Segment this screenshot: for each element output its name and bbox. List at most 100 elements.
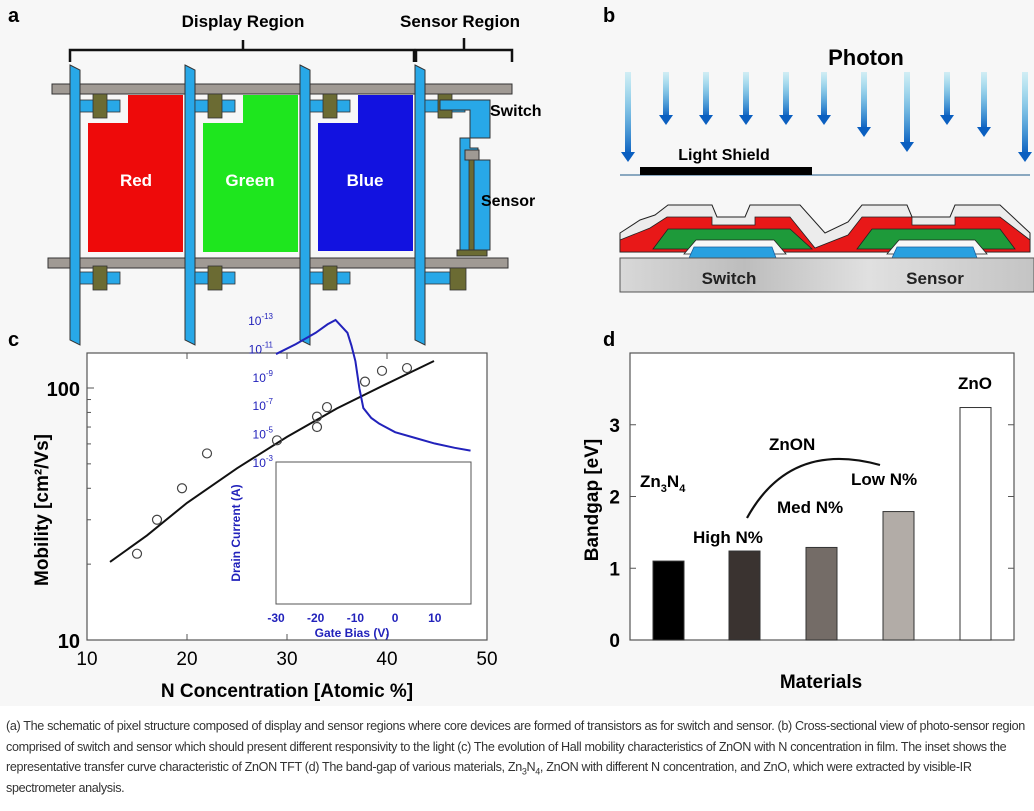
x-tick-label-c: 30	[276, 649, 297, 670]
y-tick-label-d: 3	[609, 416, 620, 437]
arrow-shaft	[904, 72, 910, 144]
photon-arrow-icon	[739, 72, 753, 125]
tft-gate	[92, 93, 108, 119]
caption-text-2: , ZnON with different N concentration, a…	[6, 760, 972, 795]
photon-arrow-icon	[817, 72, 831, 125]
tft-gate	[322, 93, 338, 119]
inset-y-tick-label: 10-3	[253, 454, 274, 470]
inset-y-tick-label: 10-13	[248, 312, 273, 328]
x-axis-label-c: N Concentration [Atomic %]	[161, 681, 413, 702]
photon-arrow-icon	[621, 72, 635, 162]
data-point	[376, 365, 388, 376]
data-line	[69, 64, 81, 346]
x-tick-label-c: 50	[476, 649, 497, 670]
panel-a-schematic: a Display Region Sensor Region Red Green…	[8, 5, 542, 346]
inset-y-tick-label: 10-11	[249, 340, 274, 356]
caption-sub-1: 3	[521, 766, 527, 777]
sensor-gate	[468, 159, 475, 251]
tft-gate	[92, 265, 108, 291]
arrow-head	[779, 115, 793, 125]
photon-label: Photon	[828, 45, 904, 70]
photon-arrow-icon	[940, 72, 954, 125]
caption-sub-2: 4	[535, 766, 540, 777]
fit-line	[109, 360, 435, 563]
x-tick-label-c: 10	[76, 649, 97, 670]
blue-label: Blue	[347, 171, 384, 190]
arrow-head	[857, 127, 871, 137]
arrow-head	[1018, 152, 1032, 162]
arrow-shaft	[743, 72, 749, 117]
switch-label: Switch	[490, 103, 542, 120]
y-axis-label-d: Bandgap [eV]	[582, 439, 603, 561]
arrow-shaft	[981, 72, 987, 129]
photon-arrow-icon	[857, 72, 871, 137]
data-point	[131, 548, 143, 559]
arrow-shaft	[861, 72, 867, 129]
arrow-shaft	[944, 72, 950, 117]
bar-label-zno: ZnO	[958, 374, 992, 393]
panel-c-mobility-chart: c Mobility [cm²/Vs] N Concentration [Ato…	[8, 312, 498, 702]
inset-y-label: Drain Current (A)	[229, 484, 243, 581]
inset-x-tick-label: 10	[428, 611, 442, 625]
y-tick-label-d: 2	[609, 488, 620, 509]
arrow-head	[900, 142, 914, 152]
y-tick-label-d: 0	[609, 631, 620, 652]
arrow-shaft	[1022, 72, 1028, 154]
photon-arrow-icon	[1018, 72, 1032, 162]
inset-frame	[275, 461, 472, 605]
arrow-head	[699, 115, 713, 125]
panel-b-cross-section: b Photon Light Shield Switch Sensor	[603, 5, 1034, 293]
caption-n: N	[526, 760, 536, 774]
data-point	[151, 514, 163, 525]
arrow-head	[659, 115, 673, 125]
data-point	[321, 401, 333, 413]
data-point	[271, 435, 283, 446]
figure: a Display Region Sensor Region Red Green…	[8, 5, 1034, 702]
x-tick-label-c: 20	[176, 649, 197, 670]
switch-substrate-label: Switch	[702, 269, 757, 288]
arrow-shaft	[663, 72, 669, 117]
data-lines	[69, 64, 467, 346]
gate-line-bottom	[47, 257, 509, 269]
caption-text-1: (a) The schematic of pixel structure com…	[6, 719, 1025, 774]
panel-letter-d: d	[603, 329, 615, 351]
inset-y-tick-label: 10-5	[253, 426, 274, 442]
photon-arrow-icon	[659, 72, 673, 125]
substrate	[619, 257, 1034, 293]
tft-gate	[207, 93, 223, 119]
bar-label-zn3n4: Zn3N4	[640, 472, 686, 495]
light-shield-label: Light Shield	[678, 147, 770, 164]
bar-2	[728, 550, 761, 641]
red-label: Red	[120, 171, 152, 190]
data-line	[414, 64, 426, 346]
panel-letter-c: c	[8, 329, 19, 351]
data-line	[299, 64, 311, 346]
data-point	[311, 411, 323, 422]
tft-gate	[322, 265, 338, 291]
panel-letter-a: a	[8, 5, 20, 27]
data-point	[311, 421, 323, 433]
y-tick-label-d: 1	[609, 559, 620, 580]
bar-label-med: Med N%	[777, 498, 843, 517]
display-region-brace	[68, 40, 416, 62]
y-axis-label-c: Mobility [cm²/Vs]	[32, 434, 53, 586]
data-point	[359, 376, 371, 387]
arrow-shaft	[783, 72, 789, 117]
panel-d-bandgap-chart: d Bandgap [eV] Materials 0 1 2 3 Zn3N4 High…	[582, 329, 1015, 693]
arrow-shaft	[703, 72, 709, 117]
inset-x-tick-label: -20	[307, 611, 325, 625]
data-point	[201, 448, 213, 459]
photon-arrow-icon	[977, 72, 991, 137]
light-shield	[640, 167, 812, 175]
inset-x-tick-label: 0	[392, 611, 399, 625]
arrow-shaft	[821, 72, 827, 117]
bar-label-low: Low N%	[851, 470, 917, 489]
panel-letter-b: b	[603, 5, 615, 27]
transfer-curve	[275, 318, 471, 452]
data-point	[401, 362, 413, 374]
data-point	[176, 483, 188, 494]
y-tick-label-c: 100	[47, 379, 80, 401]
bar-5	[959, 407, 992, 641]
znon-group-label: ZnON	[769, 435, 815, 454]
y-tick-label-c: 10	[58, 631, 80, 653]
